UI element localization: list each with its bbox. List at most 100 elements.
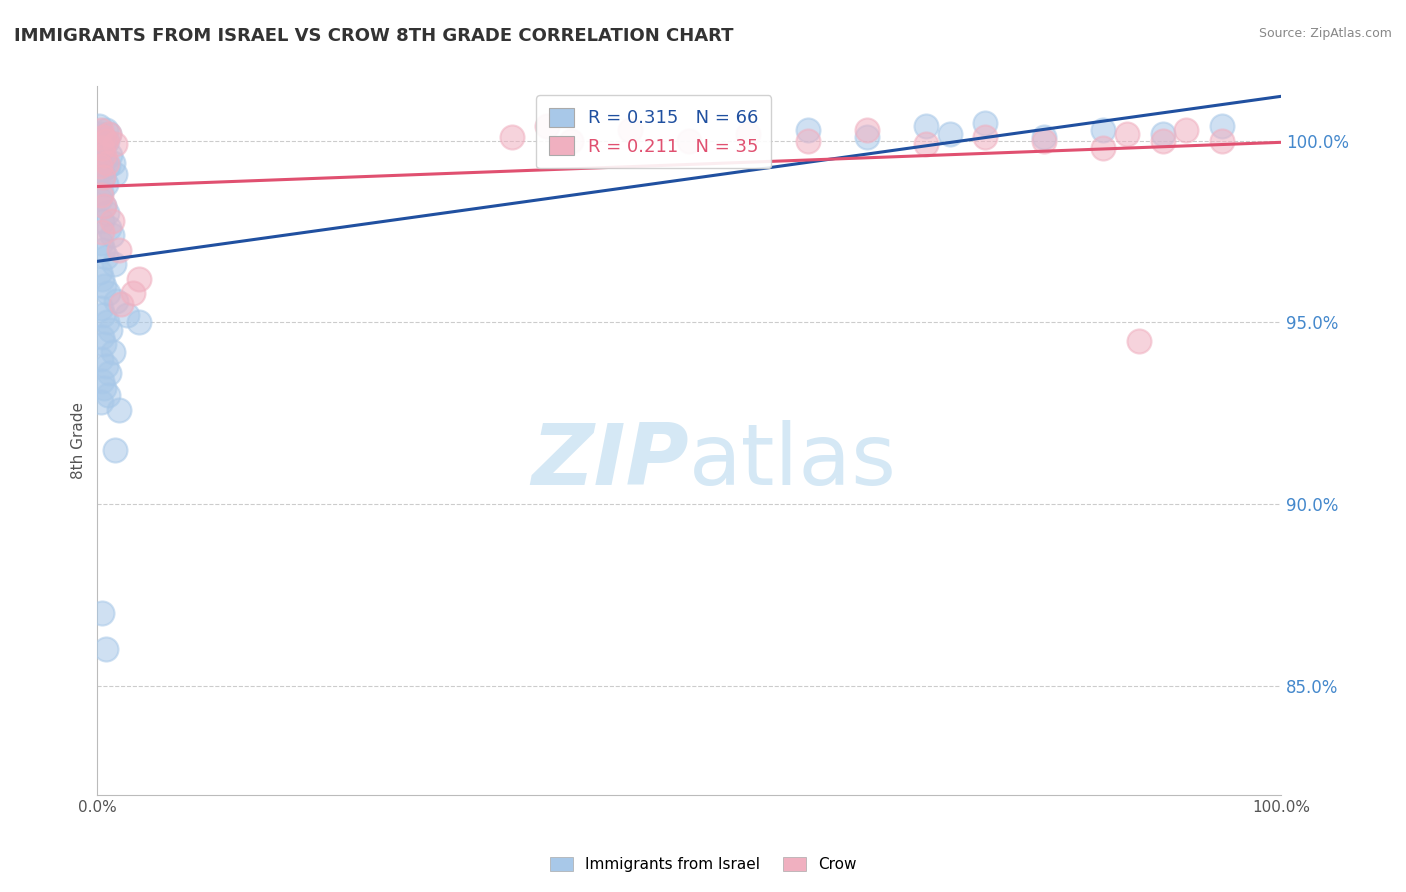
Point bbox=[536, 120, 558, 134]
Point bbox=[93, 279, 115, 293]
Point bbox=[90, 185, 112, 199]
Point bbox=[915, 120, 938, 134]
Point bbox=[90, 145, 112, 159]
Point bbox=[90, 123, 112, 137]
Point bbox=[1092, 123, 1115, 137]
Point bbox=[91, 272, 114, 286]
Point bbox=[90, 301, 112, 315]
Point bbox=[560, 134, 582, 148]
Point bbox=[1152, 127, 1174, 141]
Point bbox=[678, 134, 700, 148]
Point bbox=[89, 265, 111, 279]
Point bbox=[855, 130, 877, 145]
Point bbox=[96, 134, 118, 148]
Point bbox=[100, 228, 122, 243]
Point bbox=[91, 162, 114, 177]
Point bbox=[98, 221, 121, 235]
Point bbox=[91, 141, 114, 155]
Point bbox=[101, 344, 124, 359]
Point bbox=[90, 351, 112, 366]
Point bbox=[89, 152, 111, 166]
Point bbox=[1033, 134, 1056, 148]
Point bbox=[98, 127, 121, 141]
Text: IMMIGRANTS FROM ISRAEL VS CROW 8TH GRADE CORRELATION CHART: IMMIGRANTS FROM ISRAEL VS CROW 8TH GRADE… bbox=[14, 27, 734, 45]
Point bbox=[104, 442, 127, 457]
Point bbox=[855, 123, 877, 137]
Point bbox=[1116, 127, 1139, 141]
Point bbox=[91, 606, 114, 620]
Point bbox=[103, 257, 125, 271]
Point bbox=[619, 123, 641, 137]
Point bbox=[1175, 123, 1198, 137]
Point bbox=[96, 155, 118, 169]
Point bbox=[91, 213, 114, 227]
Point bbox=[89, 130, 111, 145]
Point bbox=[91, 170, 114, 185]
Point bbox=[91, 225, 114, 239]
Point bbox=[91, 130, 114, 145]
Point bbox=[93, 199, 115, 213]
Point bbox=[96, 206, 118, 220]
Point bbox=[1128, 334, 1150, 348]
Point bbox=[93, 137, 115, 152]
Point bbox=[1092, 141, 1115, 155]
Point bbox=[1033, 130, 1056, 145]
Point bbox=[91, 330, 114, 344]
Point bbox=[107, 402, 129, 417]
Point bbox=[128, 272, 150, 286]
Point bbox=[93, 148, 115, 162]
Point bbox=[91, 130, 114, 145]
Point bbox=[93, 337, 115, 351]
Point bbox=[96, 316, 118, 330]
Legend: Immigrants from Israel, Crow: Immigrants from Israel, Crow bbox=[543, 849, 863, 880]
Point bbox=[91, 308, 114, 322]
Text: Source: ZipAtlas.com: Source: ZipAtlas.com bbox=[1258, 27, 1392, 40]
Point bbox=[105, 293, 128, 308]
Point bbox=[101, 155, 124, 169]
Point bbox=[110, 297, 132, 311]
Point bbox=[98, 367, 121, 381]
Y-axis label: 8th Grade: 8th Grade bbox=[72, 402, 86, 479]
Point bbox=[104, 137, 127, 152]
Legend: R = 0.315   N = 66, R = 0.211   N = 35: R = 0.315 N = 66, R = 0.211 N = 35 bbox=[536, 95, 772, 169]
Point bbox=[737, 127, 759, 141]
Point bbox=[796, 134, 818, 148]
Point bbox=[796, 123, 818, 137]
Point bbox=[90, 395, 112, 409]
Point bbox=[89, 141, 111, 155]
Point bbox=[93, 199, 115, 213]
Point bbox=[107, 243, 129, 257]
Point bbox=[1152, 134, 1174, 148]
Point bbox=[93, 381, 115, 395]
Point bbox=[128, 316, 150, 330]
Point bbox=[115, 308, 138, 322]
Point bbox=[97, 388, 120, 402]
Point bbox=[974, 130, 997, 145]
Point bbox=[94, 134, 117, 148]
Point bbox=[91, 243, 114, 257]
Point bbox=[94, 359, 117, 373]
Point bbox=[938, 127, 960, 141]
Point bbox=[94, 123, 117, 137]
Point bbox=[974, 116, 997, 130]
Point bbox=[94, 250, 117, 264]
Point bbox=[90, 235, 112, 250]
Point bbox=[90, 188, 112, 202]
Point bbox=[89, 192, 111, 206]
Text: ZIP: ZIP bbox=[531, 420, 689, 503]
Point bbox=[1211, 134, 1233, 148]
Point bbox=[93, 152, 115, 166]
Point bbox=[90, 127, 112, 141]
Text: atlas: atlas bbox=[689, 420, 897, 503]
Point bbox=[98, 148, 121, 162]
Point bbox=[87, 148, 110, 162]
Point bbox=[94, 178, 117, 192]
Point bbox=[121, 286, 143, 301]
Point bbox=[97, 159, 120, 173]
Point bbox=[89, 159, 111, 173]
Point bbox=[98, 127, 121, 141]
Point bbox=[91, 170, 114, 185]
Point bbox=[91, 374, 114, 388]
Point bbox=[915, 137, 938, 152]
Point bbox=[91, 134, 114, 148]
